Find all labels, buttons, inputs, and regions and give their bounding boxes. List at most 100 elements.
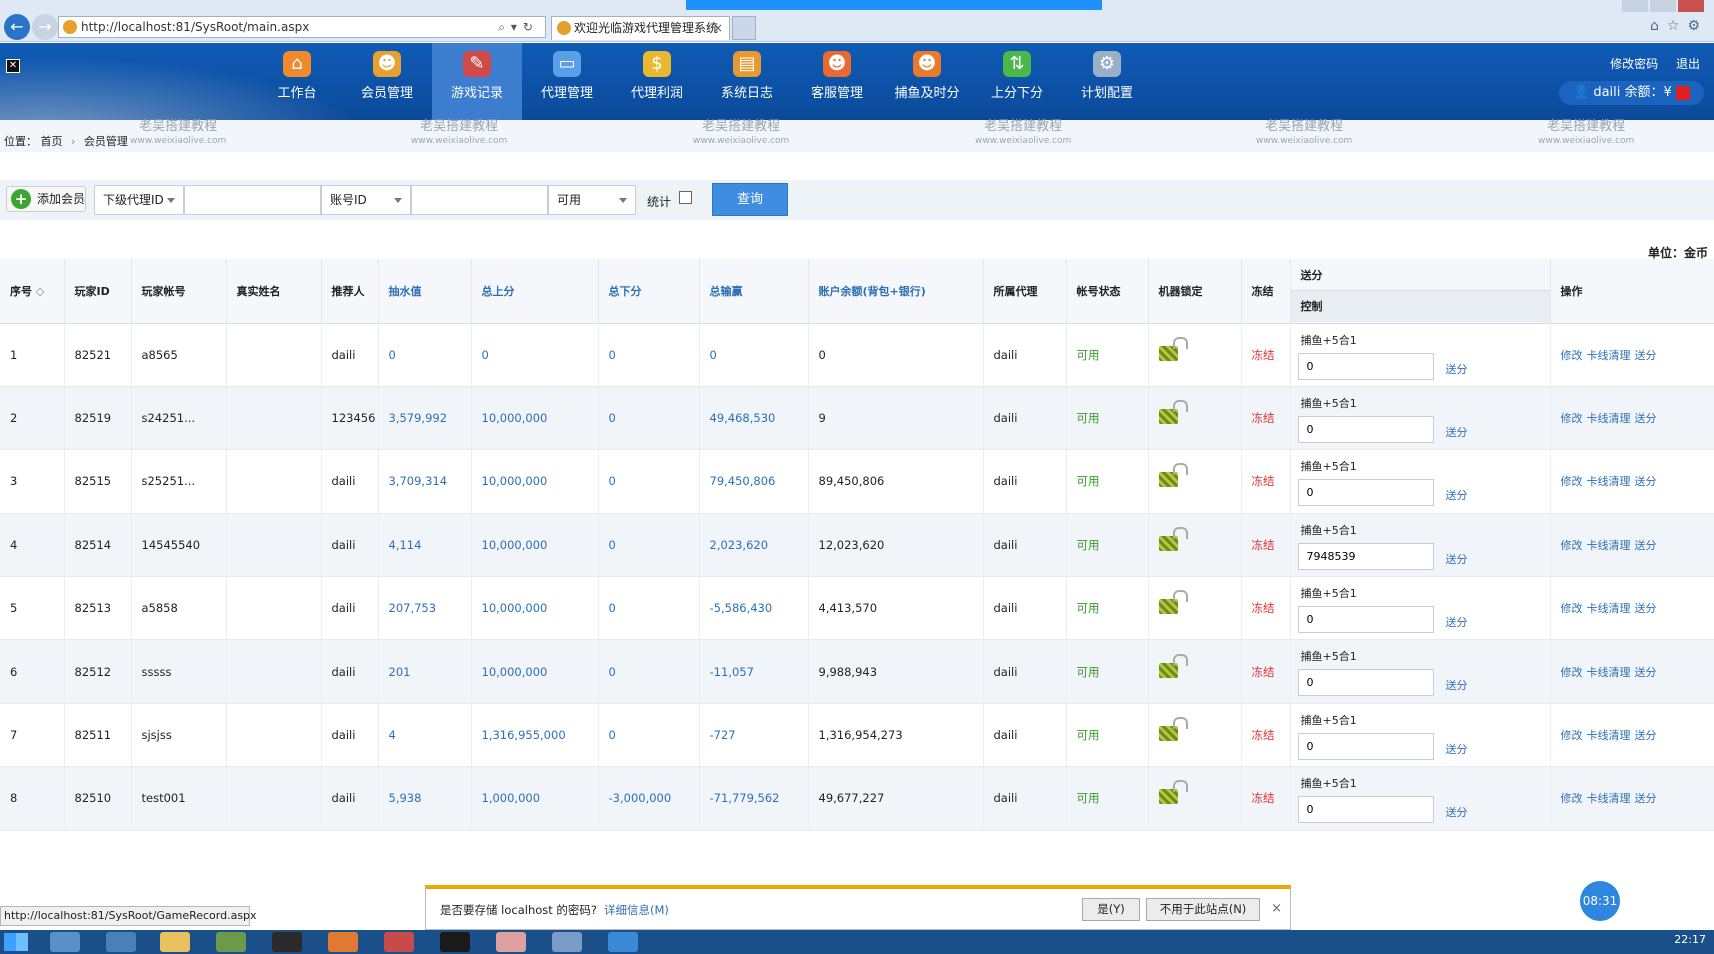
taskbar-app-icon[interactable]: [328, 932, 358, 952]
nav-item[interactable]: $ 代理利润: [612, 43, 702, 120]
edit-link[interactable]: 修改: [1560, 348, 1583, 362]
col-header-total-win[interactable]: 总输赢: [699, 259, 809, 324]
edit-link[interactable]: 修改: [1560, 602, 1583, 616]
ie-icon[interactable]: [608, 932, 638, 952]
send-link[interactable]: 送分: [1634, 792, 1657, 806]
close-icon[interactable]: ×: [1271, 901, 1282, 916]
logout-link[interactable]: 退出: [1675, 57, 1700, 71]
col-header-total-up[interactable]: 总上分: [471, 259, 599, 324]
clear-line-link[interactable]: 卡线清理: [1586, 729, 1631, 743]
col-header-total-down[interactable]: 总下分: [598, 259, 700, 324]
nav-item[interactable]: ☻ 客服管理: [792, 43, 882, 120]
taskbar-app-icon[interactable]: [216, 932, 246, 952]
send-amount-input[interactable]: [1297, 415, 1434, 443]
stat-checkbox[interactable]: [679, 191, 692, 204]
clear-line-link[interactable]: 卡线清理: [1586, 792, 1631, 806]
query-button[interactable]: 查询: [712, 183, 788, 216]
send-button[interactable]: 送分: [1445, 806, 1468, 820]
minimize-button[interactable]: [1622, 0, 1648, 12]
folder-icon[interactable]: [160, 932, 190, 952]
taskbar-app-icon[interactable]: [440, 932, 470, 952]
account-id-select[interactable]: 账号ID: [321, 185, 411, 215]
col-header-balance[interactable]: 账户余额(背包+银行): [808, 259, 984, 324]
clear-line-link[interactable]: 卡线清理: [1586, 538, 1631, 552]
send-amount-input[interactable]: [1297, 796, 1434, 824]
send-button[interactable]: 送分: [1445, 425, 1468, 439]
forward-button[interactable]: →: [32, 14, 58, 40]
lock-icon[interactable]: [1158, 780, 1188, 805]
send-link[interactable]: 送分: [1634, 729, 1657, 743]
send-link[interactable]: 送分: [1634, 348, 1657, 362]
edit-link[interactable]: 修改: [1560, 412, 1583, 426]
change-password-link[interactable]: 修改密码: [1610, 57, 1659, 71]
nav-item[interactable]: ▤ 系统日志: [702, 43, 792, 120]
lock-icon[interactable]: [1158, 463, 1188, 488]
clear-line-link[interactable]: 卡线清理: [1586, 412, 1631, 426]
taskbar-app-icon[interactable]: [552, 932, 582, 952]
address-tools-icon[interactable]: ⌕▾↻: [498, 20, 539, 34]
nav-item[interactable]: ☻ 会员管理: [342, 43, 432, 120]
edit-link[interactable]: 修改: [1560, 792, 1583, 806]
taskbar-app-icon[interactable]: [50, 932, 80, 952]
taskbar-app-icon[interactable]: [384, 932, 414, 952]
lock-icon[interactable]: [1158, 336, 1188, 361]
nav-item[interactable]: ⇅ 上分下分: [972, 43, 1062, 120]
browser-tab[interactable]: 欢迎光临游戏代理管理系统 ×: [551, 16, 730, 40]
col-header-rake[interactable]: 抽水值: [378, 259, 472, 324]
send-amount-input[interactable]: [1297, 479, 1434, 507]
lock-icon[interactable]: [1158, 653, 1188, 678]
taskbar-app-icon[interactable]: [496, 932, 526, 952]
start-button[interactable]: [4, 933, 28, 951]
details-link[interactable]: 详细信息(M): [604, 903, 669, 917]
nav-item[interactable]: ☻ 捕鱼及时分: [882, 43, 972, 120]
time-badge[interactable]: 08:31: [1580, 881, 1620, 921]
send-amount-input[interactable]: [1297, 542, 1434, 570]
nav-item[interactable]: ⌂ 工作台: [252, 43, 342, 120]
edit-link[interactable]: 修改: [1560, 729, 1583, 743]
nav-item[interactable]: ⚙ 计划配置: [1062, 43, 1152, 120]
send-link[interactable]: 送分: [1634, 475, 1657, 489]
add-member-button[interactable]: + 添加会员: [6, 186, 86, 212]
breadcrumb-home[interactable]: 首页: [40, 135, 63, 148]
nav-item[interactable]: ✎ 游戏记录: [432, 43, 522, 120]
send-link[interactable]: 送分: [1634, 665, 1657, 679]
send-amount-input[interactable]: [1297, 669, 1434, 697]
send-button[interactable]: 送分: [1445, 489, 1468, 503]
edit-link[interactable]: 修改: [1560, 538, 1583, 552]
edit-link[interactable]: 修改: [1560, 665, 1583, 679]
maximize-button[interactable]: [1650, 0, 1676, 12]
send-amount-input[interactable]: [1297, 606, 1434, 634]
back-button[interactable]: ←: [4, 14, 30, 40]
send-link[interactable]: 送分: [1634, 412, 1657, 426]
save-password-yes-button[interactable]: 是(Y): [1082, 898, 1140, 921]
never-for-site-button[interactable]: 不用于此站点(N): [1146, 898, 1260, 921]
nav-item[interactable]: ▭ 代理管理: [522, 43, 612, 120]
send-button[interactable]: 送分: [1445, 742, 1468, 756]
lock-icon[interactable]: [1158, 400, 1188, 425]
taskbar-app-icon[interactable]: [272, 932, 302, 952]
system-tray-clock[interactable]: 22:17: [1674, 933, 1706, 946]
send-link[interactable]: 送分: [1634, 602, 1657, 616]
tab-close-icon[interactable]: ×: [712, 21, 723, 35]
edit-link[interactable]: 修改: [1560, 475, 1583, 489]
send-button[interactable]: 送分: [1445, 616, 1468, 630]
taskbar-app-icon[interactable]: [106, 932, 136, 952]
send-button[interactable]: 送分: [1445, 362, 1468, 376]
clear-line-link[interactable]: 卡线清理: [1586, 665, 1631, 679]
account-id-input[interactable]: [411, 185, 548, 215]
send-link[interactable]: 送分: [1634, 538, 1657, 552]
send-button[interactable]: 送分: [1445, 679, 1468, 693]
send-amount-input[interactable]: [1297, 732, 1434, 760]
col-header-no[interactable]: 序号 ◇: [0, 259, 65, 324]
clear-line-link[interactable]: 卡线清理: [1586, 602, 1631, 616]
lock-icon[interactable]: [1158, 590, 1188, 615]
browser-icons[interactable]: ⌂☆⚙: [1650, 18, 1708, 34]
send-button[interactable]: 送分: [1445, 552, 1468, 566]
status-select[interactable]: 可用: [548, 185, 636, 215]
address-bar[interactable]: http://localhost:81/SysRoot/main.aspx ⌕▾…: [58, 16, 546, 38]
close-window-button[interactable]: [1678, 0, 1704, 12]
agent-id-select[interactable]: 下级代理ID: [94, 185, 184, 215]
close-icon[interactable]: ✕: [6, 59, 20, 73]
clear-line-link[interactable]: 卡线清理: [1586, 475, 1631, 489]
clear-line-link[interactable]: 卡线清理: [1586, 348, 1631, 362]
